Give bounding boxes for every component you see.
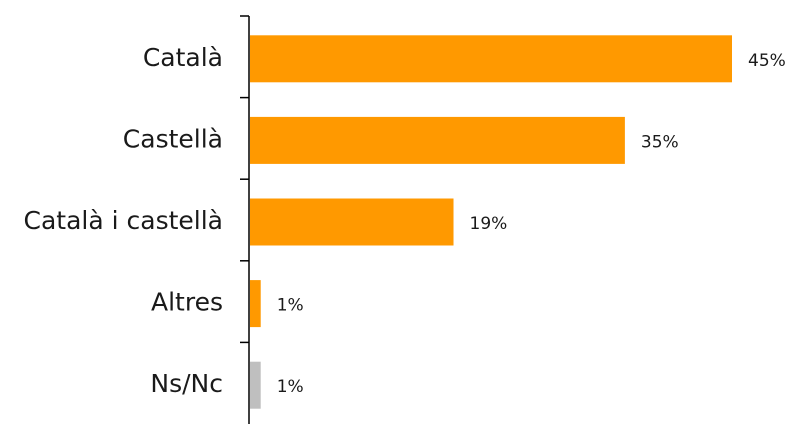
category-label: Català i castellà bbox=[24, 206, 224, 235]
bar bbox=[250, 361, 261, 409]
bar bbox=[250, 280, 261, 328]
value-label: 1% bbox=[277, 377, 304, 397]
bars bbox=[250, 35, 732, 409]
bar bbox=[250, 116, 625, 164]
axis-ticks bbox=[240, 15, 249, 344]
value-label: 1% bbox=[277, 296, 304, 316]
category-label: Altres bbox=[151, 288, 223, 317]
category-labels: Català Castellà Català i castellà Altres Ns/… bbox=[24, 43, 224, 398]
category-label: Ns/Nc bbox=[150, 369, 223, 398]
category-label: Castellà bbox=[123, 124, 223, 153]
bar bbox=[250, 198, 454, 246]
value-label: 45% bbox=[748, 51, 786, 71]
value-label: 35% bbox=[641, 132, 679, 152]
value-labels: 45% 35% 19% 1% 1% bbox=[277, 51, 786, 397]
category-label: Català bbox=[143, 43, 223, 72]
value-label: 19% bbox=[470, 214, 508, 234]
bar bbox=[250, 35, 732, 83]
